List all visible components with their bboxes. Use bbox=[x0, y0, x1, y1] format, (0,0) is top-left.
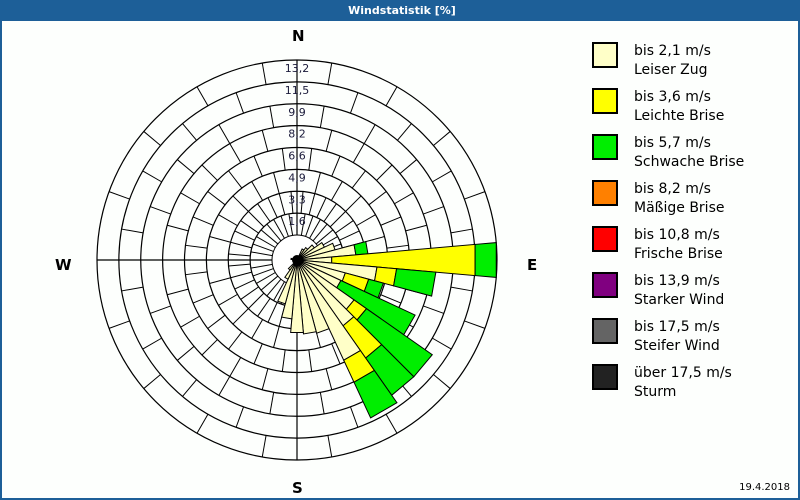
legend-swatch bbox=[592, 180, 618, 206]
compass-west-label: W bbox=[55, 256, 72, 274]
compass-south-label: S bbox=[292, 479, 303, 497]
ring-label: 6,6 bbox=[288, 150, 306, 163]
legend-name: Starker Wind bbox=[634, 292, 725, 308]
compass-north-label: N bbox=[292, 27, 305, 45]
legend-name: Steifer Wind bbox=[634, 338, 720, 354]
legend-name: Mäßige Brise bbox=[634, 200, 725, 216]
legend-range: bis 3,6 m/s bbox=[634, 89, 711, 105]
legend-range: über 17,5 m/s bbox=[634, 365, 732, 381]
rose-petal-segment bbox=[474, 242, 497, 278]
ring-label: 11,5 bbox=[285, 84, 310, 97]
ring-label: 9,9 bbox=[288, 106, 306, 119]
legend-swatch bbox=[592, 88, 618, 114]
legend-range: bis 17,5 m/s bbox=[634, 319, 720, 335]
legend-range: bis 5,7 m/s bbox=[634, 135, 711, 151]
legend-range: bis 2,1 m/s bbox=[634, 43, 711, 59]
date-stamp: 19.4.2018 bbox=[739, 482, 790, 493]
ring-label: 1,6 bbox=[288, 215, 306, 228]
rose-petal-segment bbox=[353, 240, 369, 256]
legend-name: Leichte Brise bbox=[634, 108, 725, 124]
legend-swatch bbox=[592, 318, 618, 344]
compass-east-label: E bbox=[527, 256, 538, 274]
legend-range: bis 13,9 m/s bbox=[634, 273, 720, 289]
rose-petal-segment bbox=[353, 369, 398, 419]
legend-name: Frische Brise bbox=[634, 246, 723, 262]
legend-range: bis 8,2 m/s bbox=[634, 181, 711, 197]
legend-range: bis 10,8 m/s bbox=[634, 227, 720, 243]
rose-petal-segment bbox=[393, 268, 437, 297]
legend-swatch bbox=[592, 272, 618, 298]
ring-label: 13,2 bbox=[285, 62, 310, 75]
ring-label: 3,3 bbox=[288, 193, 306, 206]
legend-swatch bbox=[592, 226, 618, 252]
legend-swatch bbox=[592, 42, 618, 68]
legend-name: Sturm bbox=[634, 384, 677, 400]
ring-label: 8,2 bbox=[288, 128, 306, 141]
wind-rose-chart: 1,6 3,3 4,9 6,6 8,2 9,9 11,5 13,2 bbox=[96, 59, 498, 461]
ring-label: 4,9 bbox=[288, 171, 306, 184]
legend-swatch bbox=[592, 134, 618, 160]
legend-swatch bbox=[592, 364, 618, 390]
legend-name: Leiser Zug bbox=[634, 62, 708, 78]
window-title: Windstatistik [%] bbox=[2, 0, 800, 21]
legend-name: Schwache Brise bbox=[634, 154, 745, 170]
